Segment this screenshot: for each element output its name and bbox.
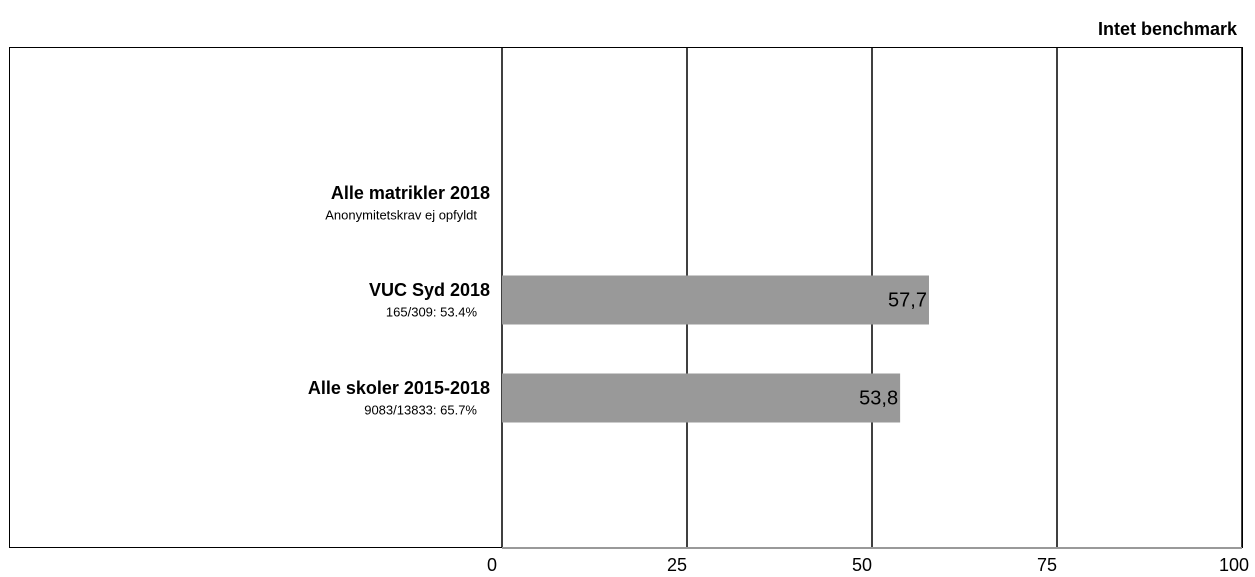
- category-note: Anonymitetskrav ej opfyldt: [325, 207, 477, 222]
- category-label: Alle skoler 2015-2018: [308, 378, 490, 398]
- bar: [502, 275, 929, 325]
- x-tick-label: 25: [667, 555, 687, 575]
- x-tick-label: 75: [1037, 555, 1057, 575]
- category-label: Alle matrikler 2018: [331, 183, 490, 203]
- category-note: 9083/13833: 65.7%: [364, 402, 477, 417]
- category-note: 165/309: 53.4%: [386, 304, 478, 319]
- x-tick-label: 50: [852, 555, 872, 575]
- x-tick-label: 0: [487, 555, 497, 575]
- chart-title: Intet benchmark: [1098, 19, 1238, 39]
- value-label: 53,8: [859, 387, 898, 409]
- category-label: VUC Syd 2018: [369, 280, 490, 300]
- bar: [502, 373, 901, 423]
- x-tick-label: 100: [1219, 555, 1249, 575]
- value-label: 57,7: [888, 289, 927, 311]
